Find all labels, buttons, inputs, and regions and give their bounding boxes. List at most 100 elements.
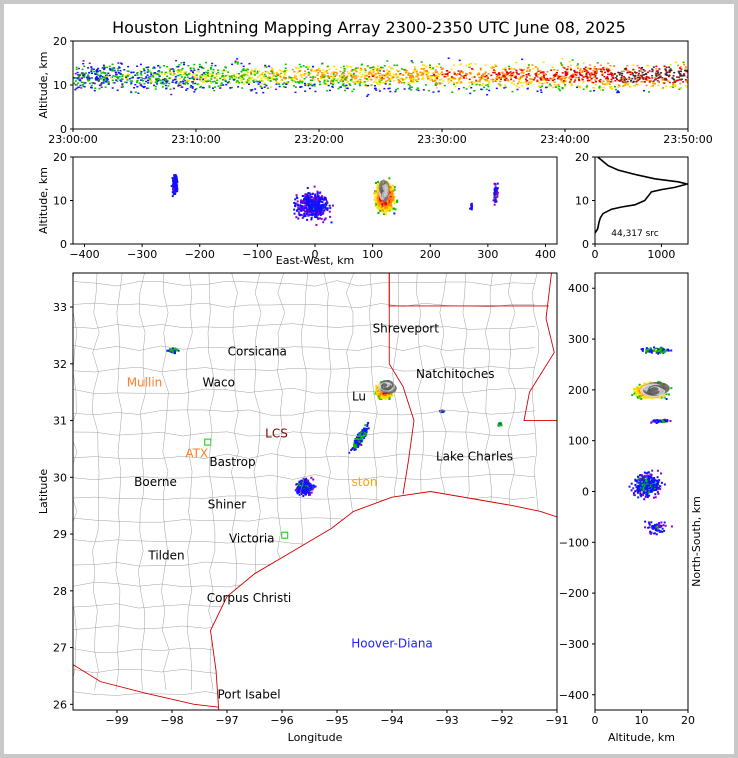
density-bin bbox=[234, 60, 237, 62]
density-bin bbox=[174, 176, 177, 179]
density-bin bbox=[629, 81, 632, 83]
density-bin bbox=[145, 76, 148, 78]
density-bin bbox=[481, 84, 484, 87]
density-bin bbox=[494, 186, 497, 189]
density-bin bbox=[304, 202, 307, 205]
density-bin bbox=[222, 69, 225, 71]
density-bin bbox=[328, 77, 331, 79]
density-bin bbox=[518, 68, 521, 70]
density-bin bbox=[264, 78, 267, 80]
density-bin bbox=[297, 206, 300, 209]
density-bin bbox=[111, 67, 114, 70]
density-bin bbox=[473, 81, 476, 84]
density-bin bbox=[365, 78, 368, 80]
density-bin bbox=[326, 72, 329, 74]
density-bin bbox=[145, 87, 148, 90]
density-bin bbox=[478, 84, 481, 86]
density-bin bbox=[493, 72, 496, 74]
density-bin bbox=[157, 77, 160, 80]
density-bin bbox=[518, 86, 521, 89]
density-bin bbox=[350, 70, 353, 72]
density-bin bbox=[252, 80, 255, 82]
density-bin bbox=[497, 83, 500, 85]
density-bin bbox=[616, 91, 619, 94]
density-bin bbox=[307, 192, 310, 195]
density-bin bbox=[331, 85, 334, 88]
density-bin bbox=[248, 79, 251, 82]
density-bin bbox=[198, 66, 201, 68]
density-bin bbox=[389, 186, 392, 189]
density-bin bbox=[405, 70, 408, 72]
density-bin bbox=[321, 76, 324, 79]
density-bin bbox=[369, 67, 372, 69]
density-bin bbox=[130, 91, 133, 94]
density-dark bbox=[621, 72, 624, 75]
density-bin bbox=[73, 77, 76, 79]
density-bin bbox=[267, 72, 270, 74]
density-bin bbox=[161, 82, 164, 85]
density-bin bbox=[199, 77, 202, 79]
density-bin bbox=[374, 204, 377, 207]
density-bin bbox=[157, 80, 160, 82]
density-bin bbox=[627, 83, 630, 85]
density-bin bbox=[594, 84, 597, 86]
density-bin bbox=[594, 79, 597, 81]
density-bin bbox=[595, 77, 598, 80]
density-bin bbox=[307, 65, 310, 68]
density-bin bbox=[560, 75, 563, 78]
density-bin bbox=[222, 74, 225, 77]
density-bin bbox=[469, 73, 472, 75]
density-bin bbox=[255, 92, 258, 94]
density-bin bbox=[116, 89, 119, 92]
density-bin bbox=[595, 68, 598, 70]
density-bin bbox=[360, 64, 363, 67]
density-bin bbox=[98, 84, 101, 87]
density-bin bbox=[388, 70, 391, 73]
density-bin bbox=[294, 91, 297, 94]
density-bin bbox=[682, 61, 685, 64]
density-bin bbox=[665, 85, 668, 87]
density-bin bbox=[506, 73, 509, 75]
density-dark bbox=[651, 68, 654, 70]
density-bin bbox=[184, 83, 187, 85]
source-bin bbox=[171, 349, 174, 352]
density-bin bbox=[343, 75, 346, 77]
density-bin bbox=[363, 74, 366, 77]
density-bin bbox=[521, 75, 524, 77]
density-bin bbox=[363, 81, 366, 83]
density-bin bbox=[223, 70, 226, 72]
density-bin bbox=[546, 70, 549, 73]
density-bin bbox=[496, 192, 499, 195]
density-bin bbox=[140, 72, 143, 75]
density-bin bbox=[322, 221, 325, 224]
density-bin bbox=[555, 84, 558, 87]
density-bin bbox=[337, 78, 340, 80]
density-bin bbox=[591, 73, 594, 76]
density-dark bbox=[633, 71, 636, 73]
density-bin bbox=[628, 71, 631, 73]
density-bin bbox=[592, 69, 595, 72]
density-bin bbox=[272, 74, 275, 76]
density-bin bbox=[421, 73, 424, 76]
density-bin bbox=[411, 81, 414, 84]
density-bin bbox=[96, 70, 99, 72]
density-bin bbox=[105, 77, 108, 79]
density-bin bbox=[542, 61, 545, 64]
density-bin bbox=[571, 76, 574, 78]
density-bin bbox=[102, 79, 105, 82]
density-bin bbox=[540, 91, 543, 94]
density-bin bbox=[268, 65, 271, 67]
density-dark bbox=[672, 78, 675, 80]
density-bin bbox=[481, 88, 484, 91]
density-bin bbox=[496, 182, 499, 185]
density-bin bbox=[145, 80, 148, 83]
density-bin bbox=[103, 68, 106, 71]
density-bin bbox=[441, 82, 444, 85]
density-bin bbox=[236, 72, 239, 75]
density-bin bbox=[369, 84, 372, 87]
density-bin bbox=[621, 77, 624, 80]
density-bin bbox=[647, 65, 650, 67]
density-bin bbox=[304, 210, 307, 213]
density-bin bbox=[388, 74, 391, 76]
density-bin bbox=[278, 85, 281, 88]
